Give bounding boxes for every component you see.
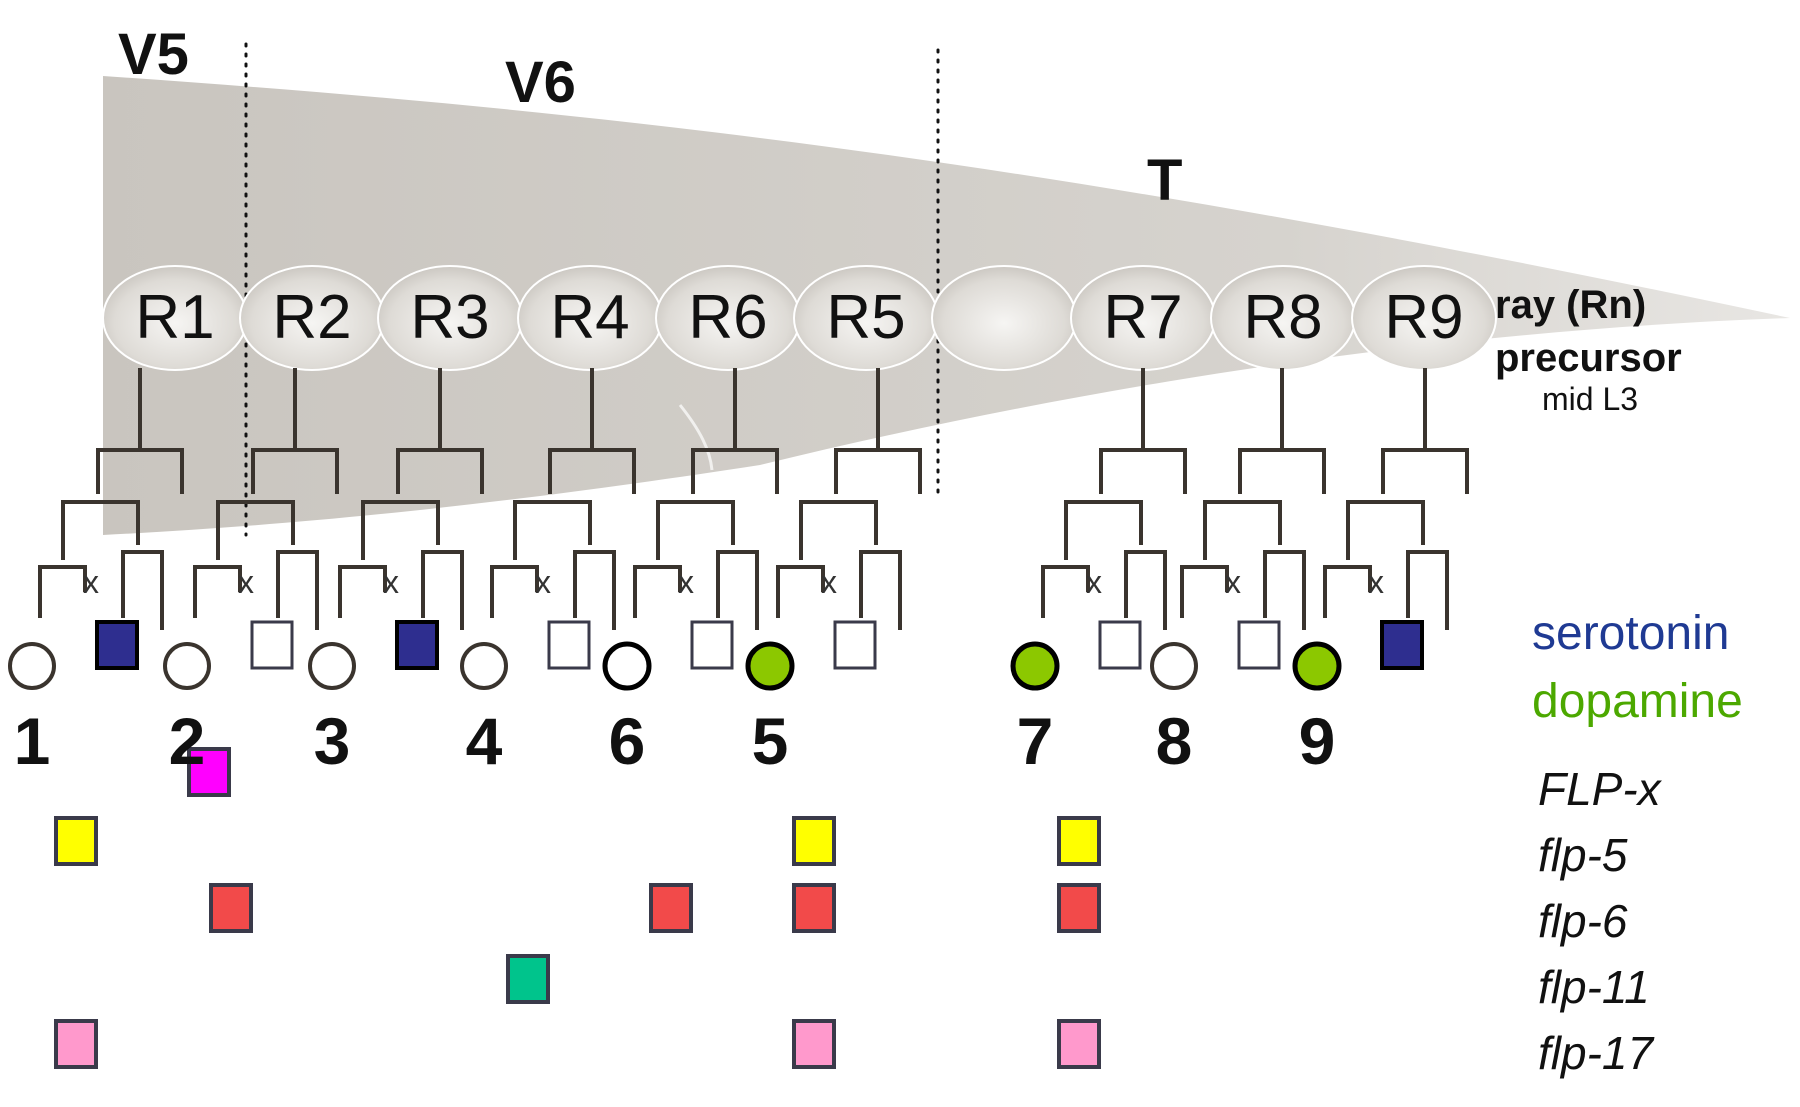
neuron-circle (602, 641, 652, 691)
dopamine-neuron-circle (1010, 641, 1060, 691)
neuron-square (833, 620, 877, 670)
gene-expression-marker-flp-6 (209, 883, 253, 933)
legend-gene-flp-6: flp-6 (1538, 895, 1628, 947)
gene-expression-marker-flp-5 (1057, 816, 1101, 866)
lineage-branch (193, 368, 339, 630)
legend-gene-flp-5: flp-5 (1538, 829, 1628, 881)
neuron-number: 4 (465, 704, 503, 778)
division-mark: x (821, 564, 837, 600)
division-mark: x (1368, 564, 1384, 600)
ray-label: R7 (1103, 283, 1183, 352)
dopamine-neuron-circle (745, 641, 795, 691)
gene-expression-marker-flp-17 (1057, 1019, 1101, 1069)
lineage-branch (338, 368, 484, 630)
region-label-t: T (1147, 148, 1183, 213)
lineage-branch (38, 368, 184, 630)
serotonin-neuron-square (395, 620, 439, 670)
region-label-v6: V6 (505, 50, 576, 115)
division-mark: x (383, 564, 399, 600)
precursor-label-line2: precursor (1495, 336, 1682, 380)
neuron-square (250, 620, 294, 670)
neuron-circle (163, 642, 211, 690)
ray-label: R9 (1384, 283, 1464, 352)
division-mark: x (1086, 564, 1102, 600)
gene-expression-marker-flp-6 (792, 883, 836, 933)
precursor-label-line1: ray (Rn) (1495, 283, 1647, 327)
neuron-number: 6 (608, 704, 646, 778)
gene-expression-marker-flp-17 (54, 1019, 98, 1069)
precursor-label-line3: mid L3 (1542, 381, 1639, 417)
gene-expression-marker-flp-17 (792, 1019, 836, 1069)
ray-label: R5 (826, 283, 906, 352)
ray-label: R3 (410, 283, 490, 352)
serotonin-neuron-square (1380, 620, 1424, 670)
neuron-number: 2 (168, 704, 206, 778)
lineage-branch (776, 368, 922, 630)
division-mark: x (1225, 564, 1241, 600)
serotonin-neuron-square (95, 620, 139, 670)
neuron-number: 7 (1016, 704, 1054, 778)
neuron-number: 5 (751, 704, 789, 778)
neuron-circle (460, 642, 508, 690)
gene-expression-marker-flp-11 (506, 954, 550, 1004)
lineage-branch (1041, 368, 1187, 630)
neuron-number: 3 (313, 704, 351, 778)
legend-serotonin: serotonin (1532, 607, 1730, 660)
neuron-square (690, 620, 734, 670)
neuron-number: 1 (13, 704, 51, 778)
division-mark: x (238, 564, 254, 600)
neuron-square (1237, 620, 1281, 670)
ray-precursor-oval (931, 265, 1077, 371)
neuron-circle (308, 642, 356, 690)
neuron-number: 8 (1155, 704, 1193, 778)
ray-label: R8 (1243, 283, 1323, 352)
lineage-branch (490, 368, 636, 630)
ray-label: R1 (135, 283, 215, 352)
region-label-v5: V5 (118, 22, 189, 87)
ray-label: R2 (272, 283, 352, 352)
neuron-number: 9 (1298, 704, 1336, 778)
lineage-branch (1180, 368, 1326, 630)
gene-expression-marker-flp-6 (649, 883, 693, 933)
gene-expression-marker-flp-5 (54, 816, 98, 866)
neuron-circle (1150, 642, 1198, 690)
neuron-square (1098, 620, 1142, 670)
gene-expression-marker-flp-6 (1057, 883, 1101, 933)
gene-expression-marker-flp-x (187, 747, 231, 797)
legend-gene-flp-17: flp-17 (1538, 1027, 1654, 1079)
legend-gene-flp-x: FLP-x (1538, 763, 1661, 815)
legend-dopamine: dopamine (1532, 675, 1743, 728)
legend-gene-flp-11: flp-11 (1538, 961, 1650, 1013)
lineage-branch (1323, 368, 1469, 630)
lineage-branch (633, 368, 779, 630)
division-mark: x (535, 564, 551, 600)
gene-expression-marker-flp-5 (792, 816, 836, 866)
neuron-circle (8, 642, 56, 690)
neuron-square (547, 620, 591, 670)
dopamine-neuron-circle (1292, 641, 1342, 691)
ray-label: R6 (688, 283, 768, 352)
tail-crease (678, 404, 714, 471)
division-mark: x (678, 564, 694, 600)
ray-label: R4 (550, 283, 630, 352)
division-mark: x (83, 564, 99, 600)
